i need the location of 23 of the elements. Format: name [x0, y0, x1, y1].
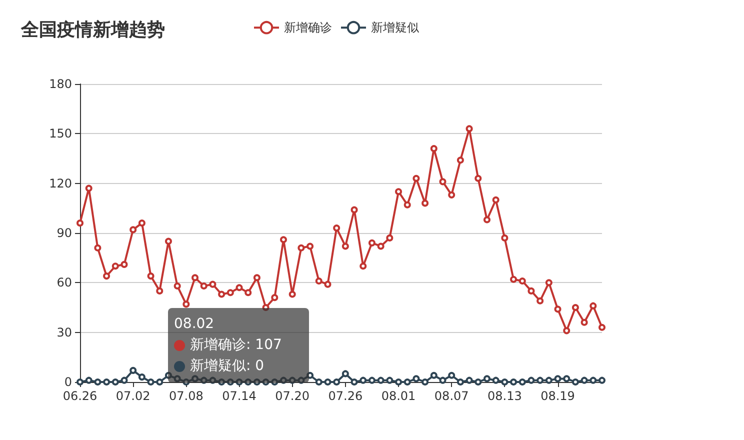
y-tick-label: 180: [49, 77, 72, 91]
y-tick-label: 90: [56, 226, 72, 240]
annotation: 新增疑似: 0: [190, 357, 264, 376]
y-tick-label: 60: [56, 276, 72, 290]
y-tick-label: 0: [64, 375, 72, 389]
legend-label: 新增疑似: [371, 20, 419, 35]
y-tick-label: 120: [49, 176, 72, 190]
x-tick-label: 07.08: [168, 389, 204, 403]
legend-label: 新增确诊: [284, 20, 332, 35]
x-tick-label: 07.20: [275, 389, 310, 403]
x-tick-label: 08.07: [434, 389, 469, 403]
x-tick-label: 08.13: [488, 389, 522, 403]
x-tick-label: 08.19: [540, 389, 575, 403]
x-tick-label: 07.14: [222, 389, 256, 403]
chart-title: 全国疫情新增趋势: [20, 20, 165, 40]
y-tick-label: 30: [56, 325, 72, 340]
x-tick-label: 07.02: [116, 389, 150, 403]
x-tick-label: 06.26: [62, 389, 98, 403]
x-tick-label: 08.01: [381, 389, 416, 403]
x-tick-label: 07.26: [328, 389, 363, 403]
annotation: 新增确诊: 107: [190, 336, 282, 355]
y-tick-label: 150: [49, 126, 72, 141]
annotation: 08.02: [174, 315, 214, 334]
